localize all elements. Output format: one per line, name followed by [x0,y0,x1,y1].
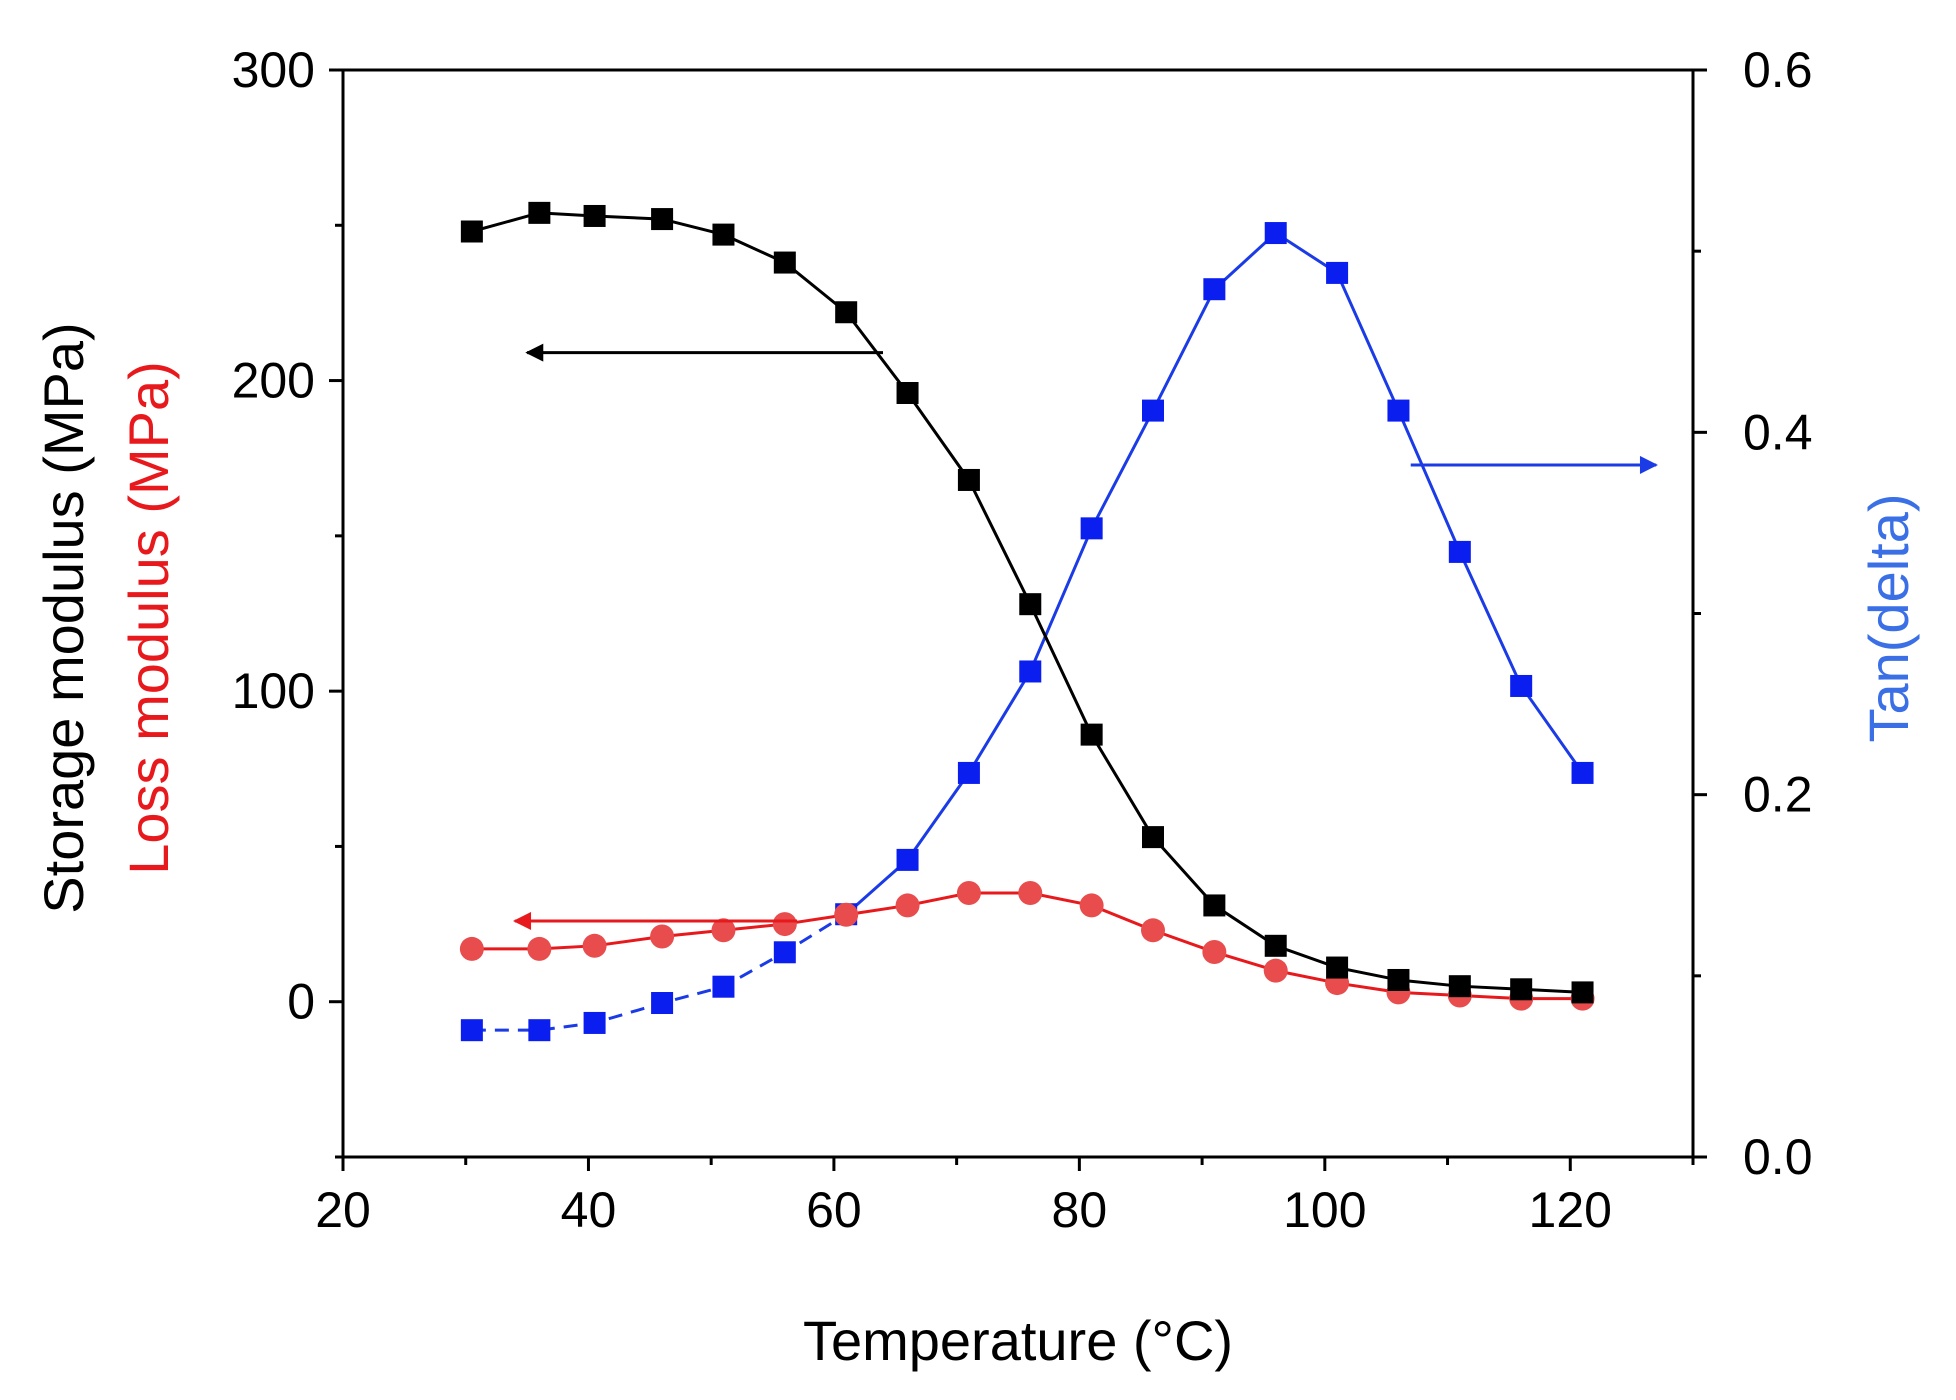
x-tick-label-20: 20 [315,1182,371,1238]
series-2-point-10 [1080,517,1103,540]
series-1-point-1 [527,936,552,961]
y-left-tick-label-0: 0 [287,974,315,1030]
series-1-point-4 [711,918,736,943]
series-2-point-11 [1142,399,1164,422]
axis-ticks [329,68,1707,1171]
series-0-point-13 [1264,934,1287,957]
series-0-point-3 [651,208,674,231]
series-0-point-8 [957,468,980,491]
series-0-point-4 [712,223,735,246]
series-1-point-5 [772,912,797,937]
series-0-point-18 [1571,981,1594,1004]
series-2-point-13 [1264,222,1287,245]
series-1-point-11 [1141,918,1165,943]
y-left-tick-label-300: 300 [232,42,315,98]
y-right-title: Tan(delta) [1857,493,1920,742]
series-2-point-7 [896,848,919,871]
series-2-point-18 [1571,761,1594,784]
series-1-point-12 [1202,940,1227,965]
series-2-point-9 [1019,660,1042,683]
series-0-point-1 [528,201,551,224]
series-2-point-1 [528,1019,551,1042]
y-right-tick-label-1: 0.2 [1743,767,1813,823]
series-0-point-2 [583,204,606,227]
axis-tick-labels: 20 40 60 80 100 120 0 100 200 300 0.0 0.2 0.4 0.6 [232,42,1813,1238]
y-left-tick-label-100: 100 [232,663,315,719]
series-1 [459,881,1595,1011]
series-1-point-13 [1263,958,1288,983]
series-0-point-11 [1142,826,1164,849]
annotation-arrows [513,343,1658,930]
series-2-point-17 [1510,674,1533,697]
series-0-point-0 [460,220,483,243]
x-tick-label-60: 60 [806,1182,862,1238]
series-1-point-0 [459,936,484,961]
x-axis-title: Temperature (°C) [803,1309,1233,1372]
series-1-point-7 [895,893,920,918]
series-1-point-6 [834,902,859,927]
plot-frame [341,68,1695,1159]
series-1-point-10 [1079,893,1104,918]
series-1-point-9 [1018,881,1043,906]
series-2-point-16 [1448,540,1471,563]
y-left-tick-label-200: 200 [232,353,315,409]
series-1-point-2 [582,933,607,958]
series-0-point-9 [1019,593,1042,616]
y-right-tick-label-0: 0.0 [1743,1129,1813,1185]
series-0 [460,201,1594,1004]
y-right-tick-label-2: 0.4 [1743,404,1813,460]
series-1-point-3 [650,924,675,949]
series-0-point-17 [1510,978,1533,1001]
y-right-tick-label-3: 0.6 [1743,42,1813,98]
series-0-point-14 [1326,956,1349,979]
series-0-point-12 [1203,894,1226,917]
series-0-point-16 [1448,975,1471,998]
x-tick-label-40: 40 [561,1182,617,1238]
series-2-point-5 [773,941,796,964]
series-0-point-7 [896,381,919,404]
series-2-point-15 [1387,399,1410,422]
series-layer [459,201,1595,1042]
series-2-point-8 [957,761,980,784]
series-2 [460,222,1594,1042]
series-1-point-8 [956,881,981,906]
x-tick-label-120: 120 [1529,1182,1612,1238]
series-0-point-5 [773,251,796,274]
series-0-point-15 [1387,968,1410,991]
series-2-point-12 [1203,278,1226,301]
y-left-title-storage: Storage modulus (MPa) [32,322,95,913]
series-2-point-0 [460,1019,483,1042]
y-left-title-loss: Loss modulus (MPa) [117,361,180,875]
series-2-point-2 [583,1011,606,1034]
x-tick-label-100: 100 [1283,1182,1366,1238]
series-2-point-4 [712,975,735,998]
series-2-line [845,231,1584,916]
series-0-point-6 [835,301,858,324]
series-2-point-14 [1326,261,1349,284]
x-tick-label-80: 80 [1052,1182,1108,1238]
series-2-point-3 [651,992,674,1015]
series-0-point-10 [1080,723,1103,746]
